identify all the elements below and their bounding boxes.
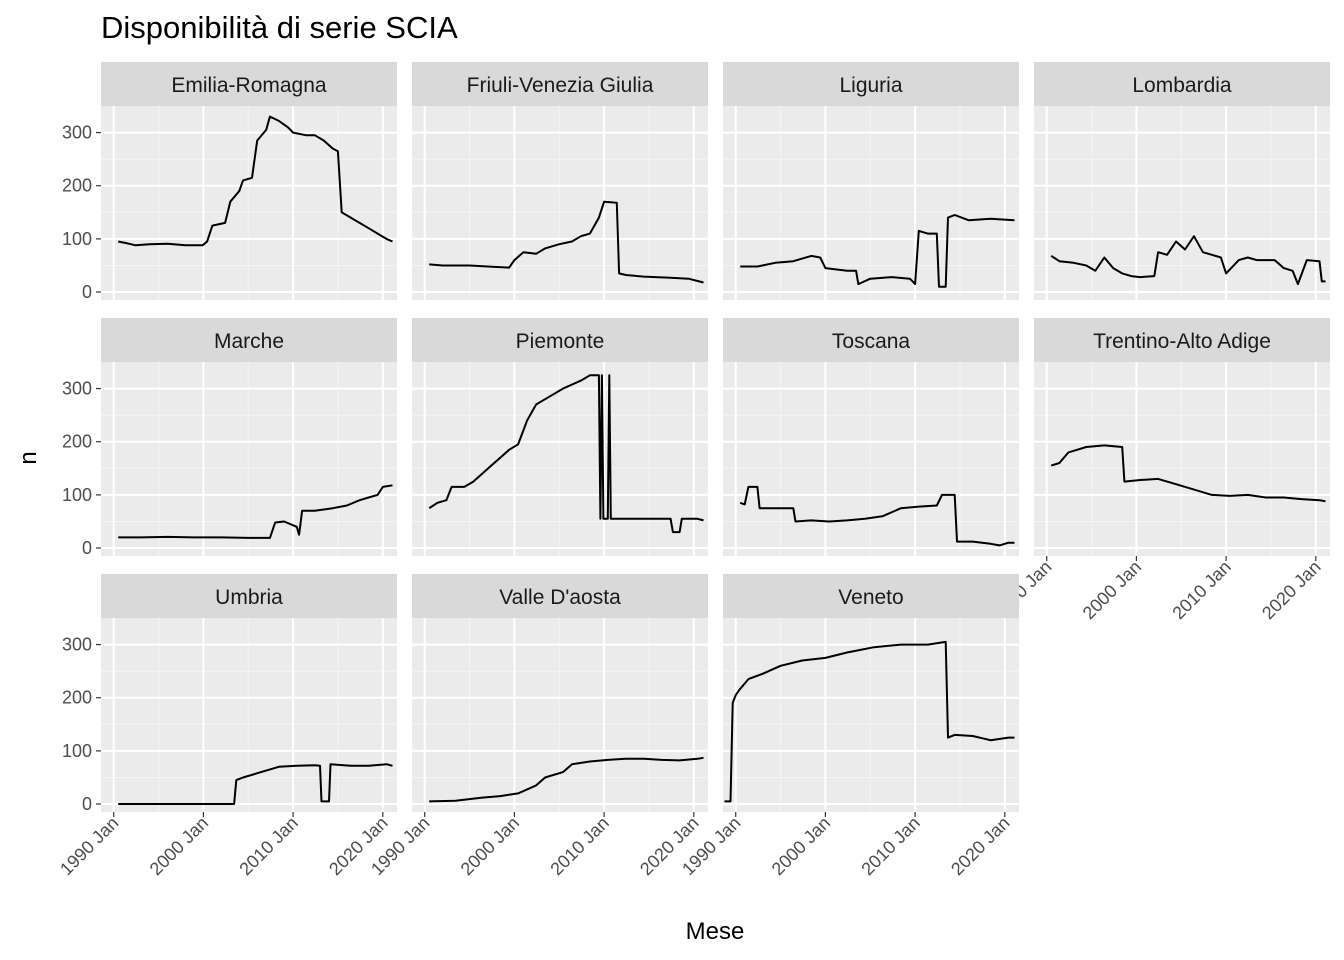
series-line — [118, 115, 393, 247]
y-tick-label: 300 — [62, 635, 92, 655]
facet-strip — [412, 318, 708, 362]
facet-panel: Lombardia — [1034, 62, 1330, 300]
series-line — [1050, 444, 1326, 503]
facet-strip-label: Friuli-Venezia Giulia — [467, 74, 654, 97]
facet-strip-label: Lombardia — [1132, 74, 1232, 97]
facet-panel: Piemonte — [412, 318, 708, 556]
panel-background — [723, 362, 1019, 556]
x-tick-label: 2020 Jan — [947, 813, 1014, 880]
x-tick-label: 1990 Jan — [56, 813, 123, 880]
facet-panel: Friuli-Venezia Giulia — [412, 62, 708, 300]
y-axis-title: n — [15, 451, 42, 464]
panel-background — [101, 618, 397, 812]
panel-background — [412, 106, 708, 300]
y-tick-label: 200 — [62, 688, 92, 708]
facet-panel: Marche 0 100 200 300 — [62, 318, 397, 558]
x-tick-label: 2000 Jan — [457, 813, 524, 880]
facet-panel: Umbria 0 100 200 300 1990 Jan 2000 Jan 2010 Jan… — [56, 574, 397, 879]
x-tick-label: 2000 Jan — [768, 813, 835, 880]
y-tick-label: 0 — [82, 282, 92, 302]
facet-strip — [723, 318, 1019, 362]
x-tick-label: 2010 Jan — [857, 813, 924, 880]
y-tick-label: 100 — [62, 229, 92, 249]
panel-background — [101, 362, 397, 556]
facet-strip — [1034, 318, 1330, 362]
series-line — [740, 214, 1015, 288]
series-line — [118, 484, 393, 539]
facet-panel: Emilia-Romagna 0 100 200 300 — [62, 62, 397, 302]
series-line — [118, 763, 393, 805]
x-tick-label: 2020 Jan — [1258, 557, 1325, 624]
y-tick-label: 100 — [62, 741, 92, 761]
x-tick-label: 2000 Jan — [146, 813, 213, 880]
panel-background — [723, 618, 1019, 812]
facet-panel: Toscana — [723, 318, 1019, 556]
panel-background — [723, 106, 1019, 300]
facet-strip-label: Liguria — [839, 74, 902, 97]
x-tick-label: 2010 Jan — [1168, 557, 1235, 624]
y-tick-label: 200 — [62, 432, 92, 452]
y-tick-label: 200 — [62, 176, 92, 196]
series-line — [739, 485, 1015, 547]
facet-strip-label: Marche — [214, 330, 284, 353]
y-tick-label: 300 — [62, 123, 92, 143]
series-line — [429, 200, 704, 284]
facet-panel: Liguria — [723, 62, 1019, 300]
series-line — [428, 374, 704, 534]
panel-background — [412, 362, 708, 556]
facet-strip-label: Trentino-Alto Adige — [1093, 330, 1271, 353]
facet-panels: Emilia-Romagna 0 100 200 300 Friuli-Venezia G… — [56, 62, 1330, 879]
x-tick-label: 2010 Jan — [235, 813, 302, 880]
x-axis-title: Mese — [686, 918, 745, 945]
facet-strip-label: Piemonte — [516, 330, 605, 353]
y-tick-label: 0 — [82, 538, 92, 558]
chart-title: Disponibilità di serie SCIA — [101, 10, 458, 45]
facet-strip — [101, 574, 397, 618]
panel-background — [101, 106, 397, 300]
series-line — [724, 640, 1015, 803]
facet-strip-label: Valle D'aosta — [499, 586, 621, 609]
series-line — [1050, 235, 1326, 286]
x-tick-label: 2000 Jan — [1079, 557, 1146, 624]
panel-background — [412, 618, 708, 812]
facet-strip — [723, 62, 1019, 106]
facet-strip-label: Umbria — [215, 586, 283, 609]
facet-strip — [101, 318, 397, 362]
panel-background — [1034, 362, 1330, 556]
facet-strip — [412, 62, 708, 106]
y-tick-label: 100 — [62, 485, 92, 505]
facet-strip — [1034, 62, 1330, 106]
y-tick-label: 0 — [82, 794, 92, 814]
facet-strip-label: Veneto — [838, 586, 903, 609]
facet-strip — [412, 574, 708, 618]
x-tick-label: 2010 Jan — [546, 813, 613, 880]
y-tick-label: 300 — [62, 379, 92, 399]
series-line — [429, 756, 704, 803]
panel-background — [1034, 106, 1330, 300]
facet-strip-label: Emilia-Romagna — [171, 74, 327, 97]
facet-strip — [101, 62, 397, 106]
facet-strip-label: Toscana — [832, 330, 911, 353]
facet-strip — [723, 574, 1019, 618]
